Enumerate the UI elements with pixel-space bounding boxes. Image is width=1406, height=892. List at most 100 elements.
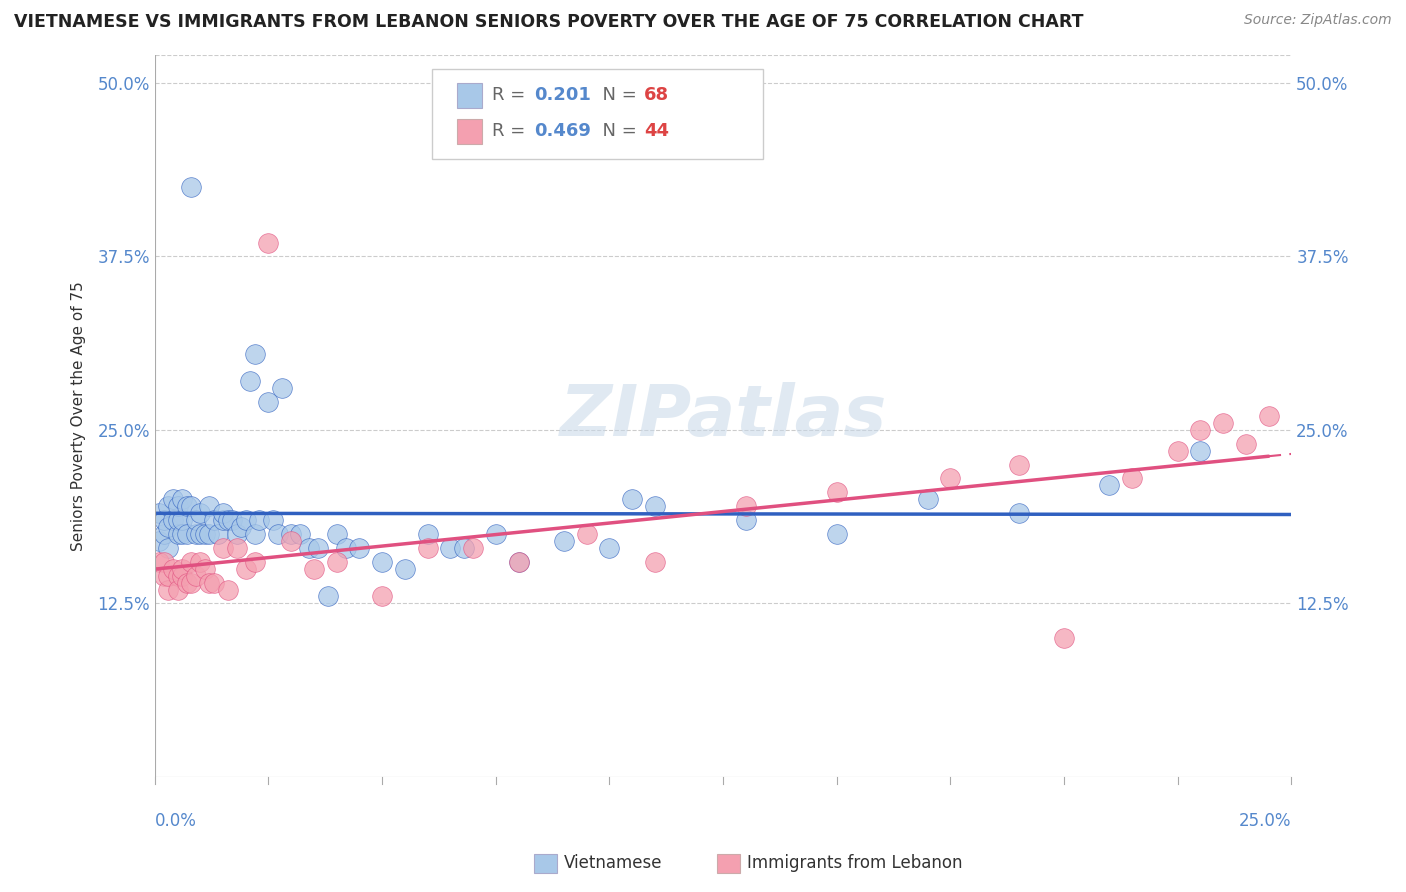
Point xyxy=(176,575,198,590)
Point xyxy=(939,471,962,485)
Point xyxy=(453,541,475,555)
Text: Immigrants from Lebanon: Immigrants from Lebanon xyxy=(747,855,962,872)
Point xyxy=(221,513,243,527)
Point xyxy=(349,541,371,555)
Point xyxy=(157,541,180,555)
Point xyxy=(243,527,266,541)
Point xyxy=(198,527,221,541)
Point xyxy=(184,513,207,527)
Point xyxy=(157,582,180,597)
Point xyxy=(266,527,288,541)
Y-axis label: Seniors Poverty Over the Age of 75: Seniors Poverty Over the Age of 75 xyxy=(72,281,86,551)
Point xyxy=(194,562,217,576)
Point xyxy=(257,235,280,250)
Point xyxy=(298,541,321,555)
Point xyxy=(485,527,508,541)
Point xyxy=(394,562,416,576)
Point xyxy=(225,541,247,555)
Text: 0.0%: 0.0% xyxy=(155,812,197,830)
Point xyxy=(198,575,221,590)
Point xyxy=(1189,443,1212,458)
Point xyxy=(825,527,848,541)
Text: 0.469: 0.469 xyxy=(534,122,591,140)
Point xyxy=(1257,409,1279,423)
Point xyxy=(162,562,184,576)
Point xyxy=(734,513,756,527)
Point xyxy=(172,562,194,576)
Point xyxy=(148,533,170,548)
Point xyxy=(302,562,325,576)
Text: VIETNAMESE VS IMMIGRANTS FROM LEBANON SENIORS POVERTY OVER THE AGE OF 75 CORRELA: VIETNAMESE VS IMMIGRANTS FROM LEBANON SE… xyxy=(14,13,1084,31)
Text: N =: N = xyxy=(591,87,643,104)
Point xyxy=(335,541,357,555)
Point xyxy=(1189,423,1212,437)
Point xyxy=(1212,416,1234,430)
Point xyxy=(644,555,666,569)
Point xyxy=(553,533,575,548)
Point xyxy=(153,568,176,582)
Point xyxy=(166,513,188,527)
Point xyxy=(917,492,939,507)
Point xyxy=(325,555,347,569)
Point xyxy=(172,527,194,541)
Point xyxy=(212,541,235,555)
Point xyxy=(644,500,666,514)
Point xyxy=(180,555,202,569)
Point xyxy=(188,527,211,541)
Point xyxy=(416,541,439,555)
Point xyxy=(166,568,188,582)
Point xyxy=(621,492,644,507)
Point xyxy=(172,492,194,507)
Text: 44: 44 xyxy=(644,122,669,140)
Point xyxy=(1007,458,1029,472)
Point xyxy=(1121,471,1143,485)
Point xyxy=(184,527,207,541)
Point xyxy=(153,555,176,569)
Point xyxy=(176,527,198,541)
Point xyxy=(148,555,170,569)
Point xyxy=(212,506,235,520)
Point xyxy=(316,590,339,604)
Point xyxy=(225,527,247,541)
Point xyxy=(239,374,262,388)
Point xyxy=(1167,443,1189,458)
Point xyxy=(508,555,530,569)
Text: 68: 68 xyxy=(644,87,669,104)
Point xyxy=(247,513,270,527)
Point xyxy=(166,500,188,514)
Text: Vietnamese: Vietnamese xyxy=(564,855,662,872)
Point xyxy=(157,568,180,582)
Point xyxy=(176,500,198,514)
Point xyxy=(243,555,266,569)
Point xyxy=(280,527,302,541)
Point xyxy=(172,568,194,582)
Point xyxy=(166,527,188,541)
Point xyxy=(217,582,239,597)
Point xyxy=(198,500,221,514)
Point xyxy=(371,590,394,604)
Point xyxy=(734,500,756,514)
Point xyxy=(461,541,484,555)
Point xyxy=(202,575,225,590)
Point xyxy=(207,527,229,541)
Point xyxy=(262,513,284,527)
Point xyxy=(271,381,294,395)
Point xyxy=(257,395,280,409)
Point xyxy=(231,520,253,534)
Point xyxy=(1098,478,1121,492)
Point xyxy=(1007,506,1029,520)
Point xyxy=(172,513,194,527)
Point xyxy=(439,541,461,555)
Point xyxy=(180,500,202,514)
Point xyxy=(243,346,266,360)
Text: 0.201: 0.201 xyxy=(534,87,591,104)
Point xyxy=(212,513,235,527)
Point xyxy=(235,513,257,527)
Point xyxy=(157,500,180,514)
Point xyxy=(162,513,184,527)
Point xyxy=(598,541,620,555)
Text: N =: N = xyxy=(591,122,643,140)
Point xyxy=(180,575,202,590)
Point xyxy=(280,533,302,548)
Point xyxy=(575,527,598,541)
